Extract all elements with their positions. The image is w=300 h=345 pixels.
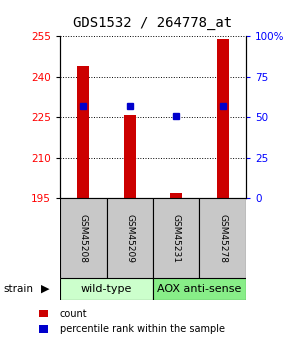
- Text: percentile rank within the sample: percentile rank within the sample: [60, 324, 225, 334]
- Text: strain: strain: [3, 284, 33, 294]
- Text: AOX anti-sense: AOX anti-sense: [157, 284, 242, 294]
- Text: wild-type: wild-type: [81, 284, 132, 294]
- Bar: [217, 39, 229, 198]
- Bar: [60, 278, 153, 300]
- Text: GSM45278: GSM45278: [218, 214, 227, 263]
- Text: GSM45231: GSM45231: [172, 214, 181, 263]
- Bar: [124, 115, 136, 198]
- Text: ▶: ▶: [41, 284, 50, 294]
- Text: GSM45209: GSM45209: [125, 214, 134, 263]
- Bar: [60, 198, 106, 278]
- Bar: [77, 66, 89, 198]
- Bar: [200, 198, 246, 278]
- Bar: [153, 198, 200, 278]
- Text: GSM45208: GSM45208: [79, 214, 88, 263]
- Bar: [153, 278, 246, 300]
- Bar: [170, 193, 182, 198]
- Bar: [106, 198, 153, 278]
- Text: count: count: [60, 309, 88, 318]
- Text: GDS1532 / 264778_at: GDS1532 / 264778_at: [74, 16, 232, 30]
